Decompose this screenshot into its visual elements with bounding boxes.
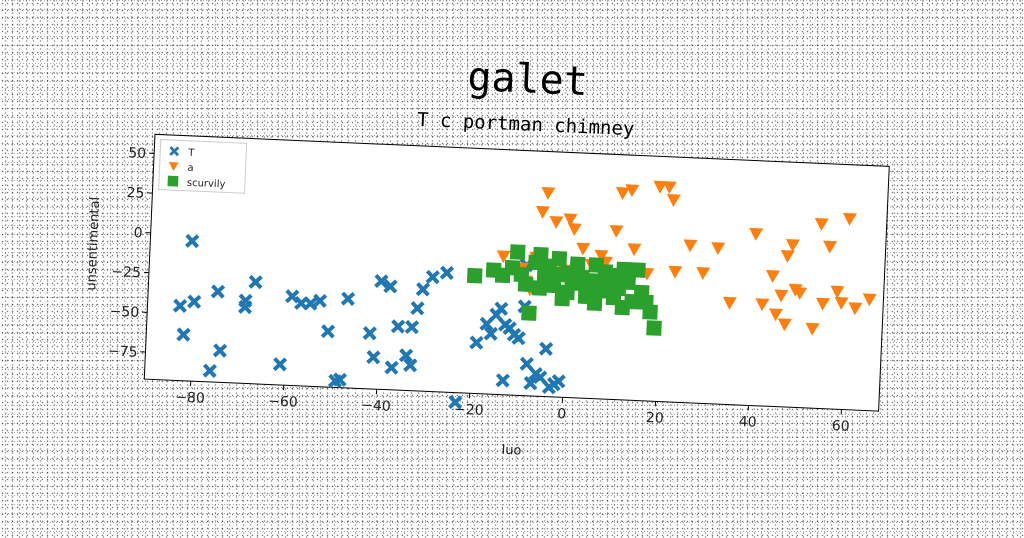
point-scurvily xyxy=(642,304,658,320)
y-tick-label: 25 xyxy=(126,185,145,202)
point-scurvily xyxy=(467,268,483,284)
point-scurvily xyxy=(510,244,526,260)
point-scurvily xyxy=(646,320,662,336)
point-scurvily xyxy=(532,280,548,296)
y-tick-label: 50 xyxy=(128,145,147,162)
x-tick-label: −40 xyxy=(361,398,391,415)
y-tick-label: −25 xyxy=(111,264,141,281)
x-tick-label: 60 xyxy=(831,418,850,435)
x-tick-label: −20 xyxy=(454,402,484,419)
x-tick-label: 20 xyxy=(646,410,665,427)
point-scurvily xyxy=(578,279,594,295)
x-tick-label: −60 xyxy=(268,394,298,411)
point-scurvily xyxy=(587,295,603,311)
y-tick-label: −50 xyxy=(109,304,139,321)
x-tick-label: −80 xyxy=(175,389,205,406)
point-scurvily xyxy=(630,262,646,278)
y-axis-label: unsentimental xyxy=(84,197,103,291)
x-tick-label: 40 xyxy=(738,414,757,431)
y-tick-label: −75 xyxy=(108,343,138,360)
chart-title: galet xyxy=(467,54,589,105)
point-scurvily xyxy=(570,256,586,272)
legend-label: a xyxy=(187,163,194,174)
chart-subtitle: T c portman chimney xyxy=(417,109,635,140)
x-axis-label: luo xyxy=(501,443,521,459)
y-tick-label: 0 xyxy=(133,225,143,241)
point-scurvily xyxy=(616,262,632,278)
point-scurvily xyxy=(518,276,534,292)
point-scurvily xyxy=(521,305,537,321)
legend-label: scurvily xyxy=(187,178,226,191)
point-scurvily xyxy=(551,251,567,267)
legend-marker xyxy=(167,176,178,187)
x-tick-label: 0 xyxy=(557,406,567,422)
